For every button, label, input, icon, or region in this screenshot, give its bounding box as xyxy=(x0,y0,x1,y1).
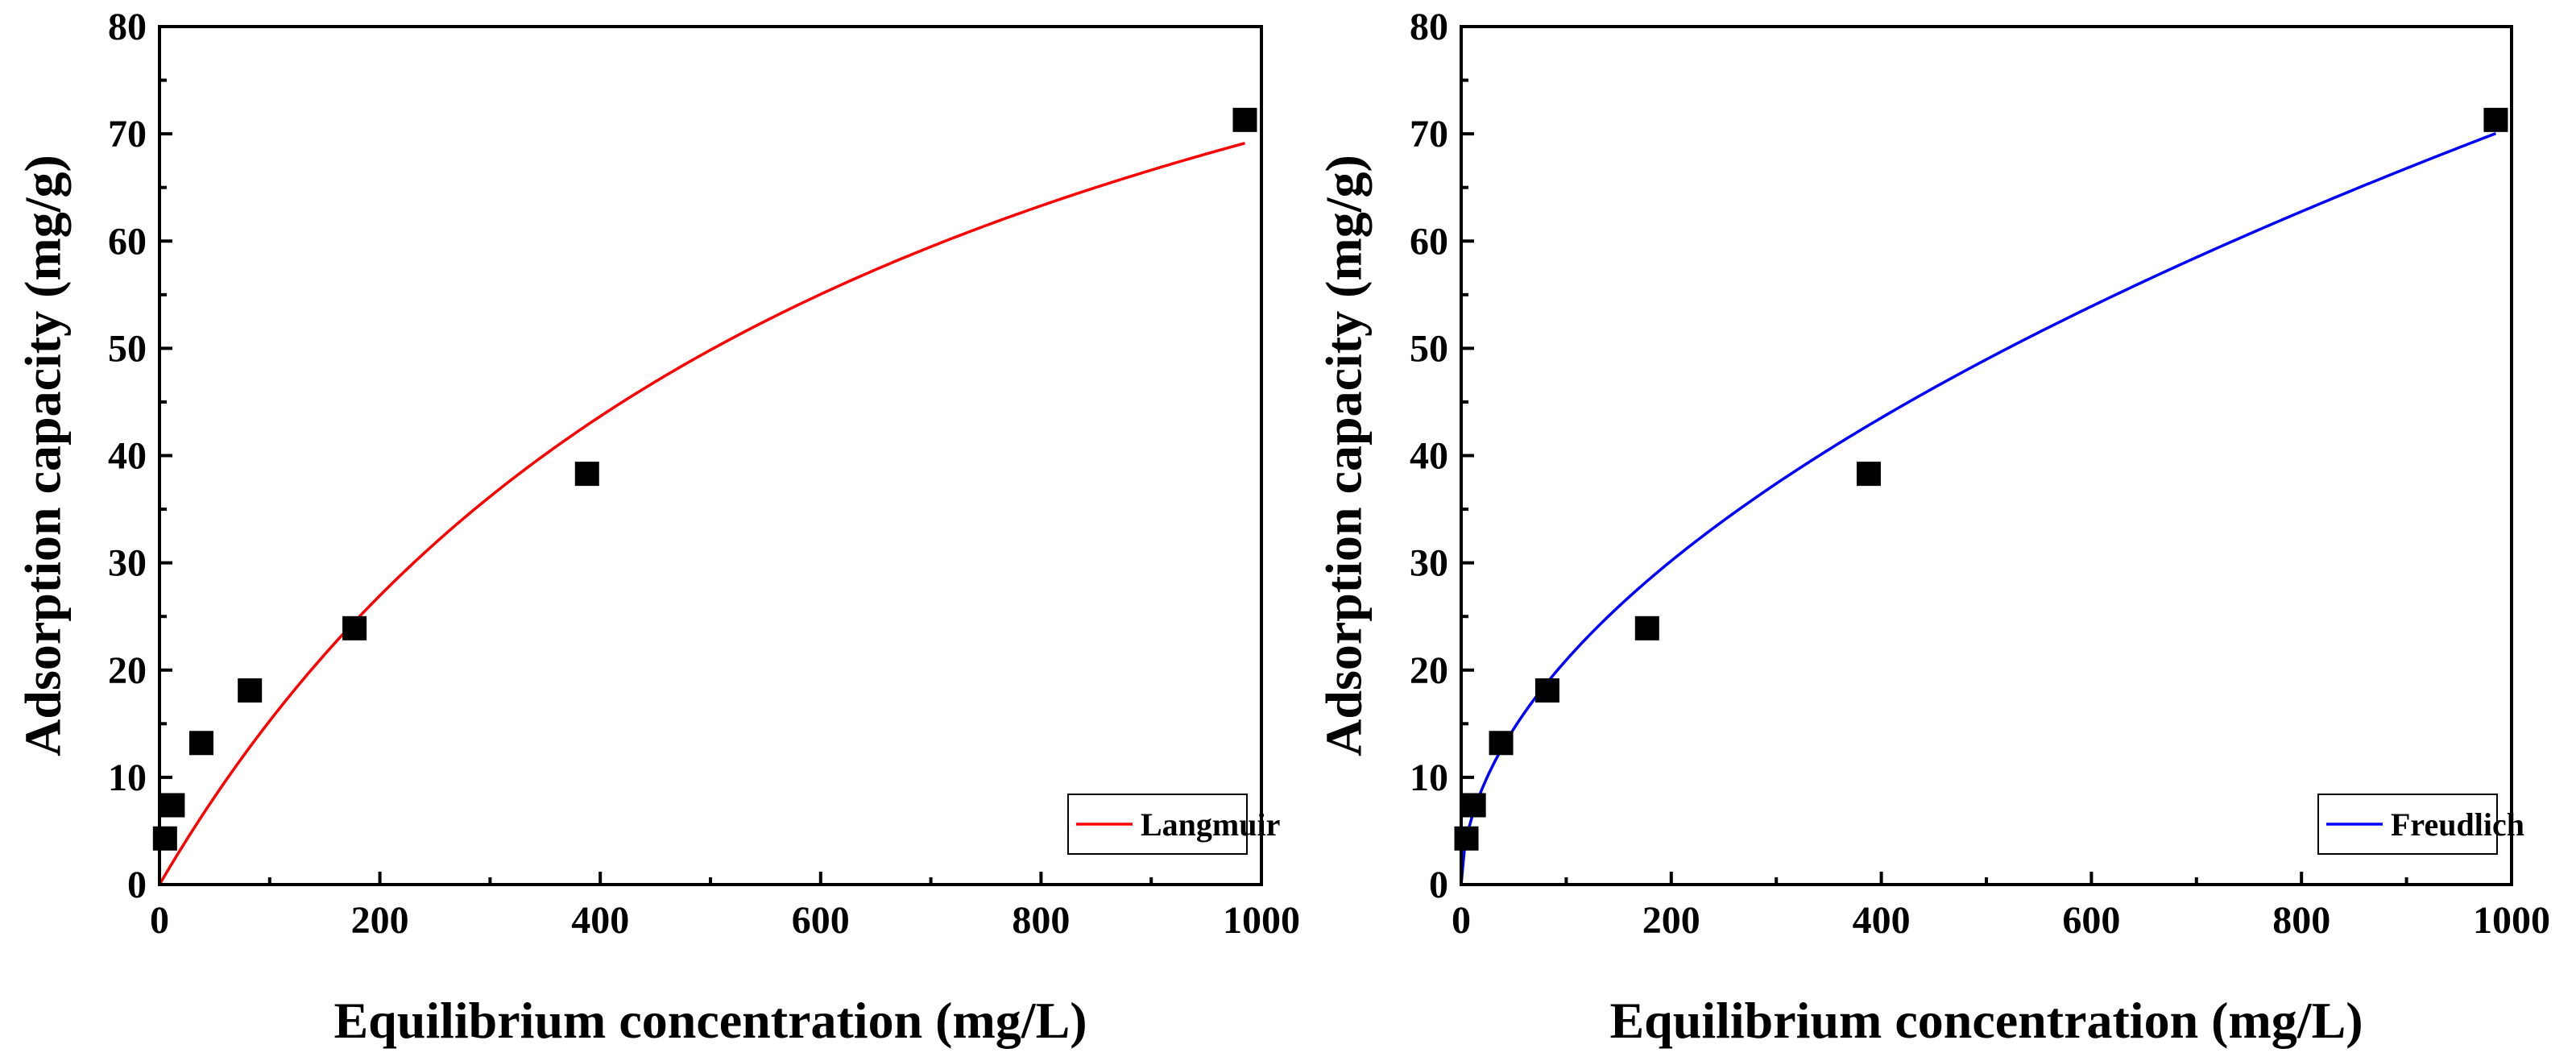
langmuir-data-point xyxy=(1232,107,1257,132)
freundlich-x-tick-label: 200 xyxy=(1642,899,1700,942)
langmuir-x-tick-label: 0 xyxy=(150,899,169,942)
langmuir-chart-panel: 0 200 400 600 800 1000 0 10 20 30 40 50 60 70 80 Equil… xyxy=(14,6,1300,1049)
freundlich-plot-area xyxy=(1454,107,2508,885)
langmuir-ticks: 0 200 400 600 800 1000 0 10 20 30 40 50 60 70 80 xyxy=(108,6,1300,942)
langmuir-legend: Langmuir xyxy=(1067,794,1280,855)
langmuir-y-tick-label: 50 xyxy=(108,327,147,370)
freundlich-y-tick-label: 50 xyxy=(1410,327,1448,370)
freundlich-ticks: 0 200 400 600 800 1000 0 10 20 30 40 50 60 70 80 xyxy=(1410,6,2550,942)
freundlich-data-point xyxy=(1461,793,1486,818)
langmuir-y-tick-label: 0 xyxy=(127,864,147,906)
langmuir-x-tick-label: 1000 xyxy=(1223,899,1300,942)
langmuir-data-point xyxy=(188,731,213,756)
langmuir-x-tick-label: 200 xyxy=(351,899,409,942)
freundlich-y-tick-label: 60 xyxy=(1410,220,1448,263)
freundlich-axis-frame xyxy=(1460,25,2513,886)
langmuir-y-tick-label: 30 xyxy=(108,542,147,585)
langmuir-y-tick-label: 40 xyxy=(108,435,147,478)
langmuir-data-point xyxy=(342,615,367,640)
freundlich-y-tick-label: 80 xyxy=(1410,6,1448,48)
freundlich-data-point xyxy=(1489,731,1514,756)
langmuir-legend-label: Langmuir xyxy=(1141,806,1280,843)
langmuir-data-point xyxy=(238,678,263,703)
langmuir-axis-frame xyxy=(158,25,1263,886)
langmuir-x-tick-label: 400 xyxy=(571,899,629,942)
freundlich-y-tick-label: 30 xyxy=(1410,542,1448,585)
langmuir-y-tick-label: 10 xyxy=(108,756,147,799)
freundlich-y-tick-label: 20 xyxy=(1410,649,1448,692)
langmuir-data-point xyxy=(160,793,185,818)
langmuir-x-tick-label: 600 xyxy=(792,899,850,942)
freundlich-chart-panel: 0 200 400 600 800 1000 0 10 20 30 40 50 60 70 80 Equil… xyxy=(1315,6,2550,1049)
freundlich-data-point xyxy=(1534,678,1559,703)
langmuir-y-tick-label: 80 xyxy=(108,6,147,48)
freundlich-x-tick-label: 400 xyxy=(1853,899,1911,942)
langmuir-x-axis-title: Equilibrium concentration (mg/L) xyxy=(333,992,1087,1049)
langmuir-y-axis-title: Adsorption capacity (mg/g) xyxy=(14,155,72,756)
freundlich-legend-box xyxy=(2317,794,2498,855)
freundlich-legend-label: Freudlich xyxy=(2391,806,2524,843)
freundlich-y-tick-label: 0 xyxy=(1429,864,1448,906)
freundlich-y-tick-label: 10 xyxy=(1410,756,1448,799)
freundlich-x-axis-title: Equilibrium concentration (mg/L) xyxy=(1609,992,2363,1049)
freundlich-legend: Freudlich xyxy=(2317,794,2524,855)
langmuir-plot-area xyxy=(152,107,1257,885)
freundlich-data-point xyxy=(1634,615,1659,640)
freundlich-x-tick-label: 800 xyxy=(2272,899,2330,942)
langmuir-data-point xyxy=(574,462,599,487)
freundlich-x-tick-label: 600 xyxy=(2062,899,2120,942)
langmuir-y-tick-label: 20 xyxy=(108,649,147,692)
freundlich-data-point xyxy=(1856,462,1881,487)
freundlich-x-tick-label: 0 xyxy=(1452,899,1471,942)
langmuir-y-tick-label: 70 xyxy=(108,113,147,155)
freundlich-y-tick-label: 40 xyxy=(1410,435,1448,478)
freundlich-y-axis-title: Adsorption capacity (mg/g) xyxy=(1315,155,1373,756)
langmuir-fit-curve xyxy=(158,142,1245,885)
freundlich-data-point xyxy=(2483,107,2508,132)
freundlich-fit-curve xyxy=(1460,131,2497,885)
langmuir-y-tick-label: 60 xyxy=(108,220,147,263)
langmuir-x-tick-label: 800 xyxy=(1012,899,1070,942)
freundlich-y-tick-label: 70 xyxy=(1410,113,1448,155)
freundlich-x-tick-label: 1000 xyxy=(2473,899,2550,942)
